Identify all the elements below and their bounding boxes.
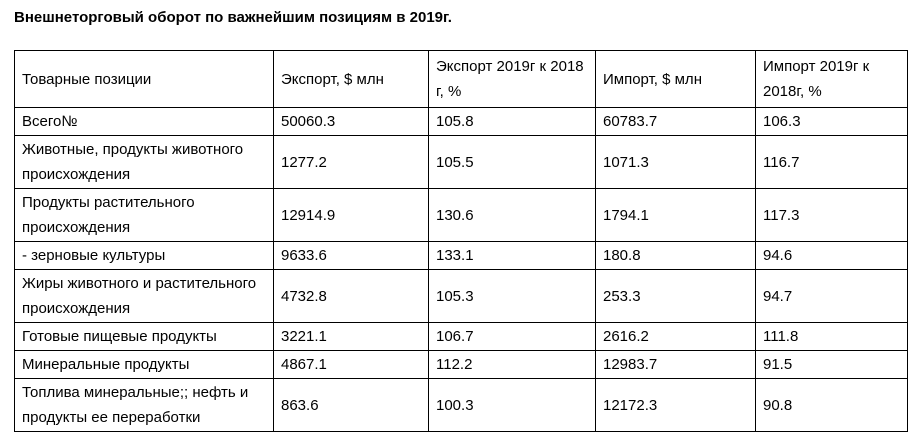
import-value: 1071.3 — [595, 135, 756, 189]
import-change-value: 91.5 — [755, 350, 908, 379]
import-change-value: 94.7 — [755, 269, 908, 323]
export-value: 4867.1 — [273, 350, 429, 379]
trade-turnover-table: Товарные позиции Экспорт, $ млн Экспорт … — [14, 50, 908, 432]
table-row: Топлива минеральные;; нефть и продукты е… — [14, 378, 908, 432]
row-label: Минеральные продукты — [14, 350, 274, 379]
import-value: 253.3 — [595, 269, 756, 323]
header-export-mln: Экспорт, $ млн — [273, 50, 429, 108]
import-value: 1794.1 — [595, 188, 756, 242]
export-change-value: 106.7 — [428, 322, 596, 351]
header-commodity-positions: Товарные позиции — [14, 50, 274, 108]
import-change-value: 106.3 — [755, 107, 908, 136]
import-change-value: 111.8 — [755, 322, 908, 351]
export-value: 50060.3 — [273, 107, 429, 136]
header-export-change: Экспорт 2019г к 2018 г, % — [428, 50, 596, 108]
export-change-value: 130.6 — [428, 188, 596, 242]
page-title: Внешнеторговый оборот по важнейшим позиц… — [14, 9, 452, 26]
import-change-value: 116.7 — [755, 135, 908, 189]
export-value: 1277.2 — [273, 135, 429, 189]
export-value: 4732.8 — [273, 269, 429, 323]
table-row: Всего№ 50060.3 105.8 60783.7 106.3 — [14, 107, 908, 136]
import-value: 12983.7 — [595, 350, 756, 379]
import-change-value: 117.3 — [755, 188, 908, 242]
import-value: 180.8 — [595, 241, 756, 270]
export-value: 9633.6 — [273, 241, 429, 270]
table-header-row: Товарные позиции Экспорт, $ млн Экспорт … — [14, 50, 908, 108]
import-change-value: 90.8 — [755, 378, 908, 432]
table-row: Животные, продукты животного происхожден… — [14, 135, 908, 189]
table-row: Продукты растительного происхождения 129… — [14, 188, 908, 242]
table-row: - зерновые культуры 9633.6 133.1 180.8 9… — [14, 241, 908, 270]
export-change-value: 105.5 — [428, 135, 596, 189]
export-value: 3221.1 — [273, 322, 429, 351]
row-label: Готовые пищевые продукты — [14, 322, 274, 351]
export-change-value: 105.8 — [428, 107, 596, 136]
table-row: Готовые пищевые продукты 3221.1 106.7 26… — [14, 322, 908, 351]
import-value: 12172.3 — [595, 378, 756, 432]
header-import-change: Импорт 2019г к 2018г, % — [755, 50, 908, 108]
table-row: Минеральные продукты 4867.1 112.2 12983.… — [14, 350, 908, 379]
row-label: Жиры животного и растительного происхожд… — [14, 269, 274, 323]
row-label: Всего№ — [14, 107, 274, 136]
export-value: 12914.9 — [273, 188, 429, 242]
export-value: 863.6 — [273, 378, 429, 432]
table-row: Жиры животного и растительного происхожд… — [14, 269, 908, 323]
row-label: Топлива минеральные;; нефть и продукты е… — [14, 378, 274, 432]
row-label: Животные, продукты животного происхожден… — [14, 135, 274, 189]
export-change-value: 133.1 — [428, 241, 596, 270]
export-change-value: 105.3 — [428, 269, 596, 323]
row-label: Продукты растительного происхождения — [14, 188, 274, 242]
export-change-value: 112.2 — [428, 350, 596, 379]
header-import-mln: Импорт, $ млн — [595, 50, 756, 108]
import-value: 2616.2 — [595, 322, 756, 351]
export-change-value: 100.3 — [428, 378, 596, 432]
row-label: - зерновые культуры — [14, 241, 274, 270]
import-change-value: 94.6 — [755, 241, 908, 270]
import-value: 60783.7 — [595, 107, 756, 136]
